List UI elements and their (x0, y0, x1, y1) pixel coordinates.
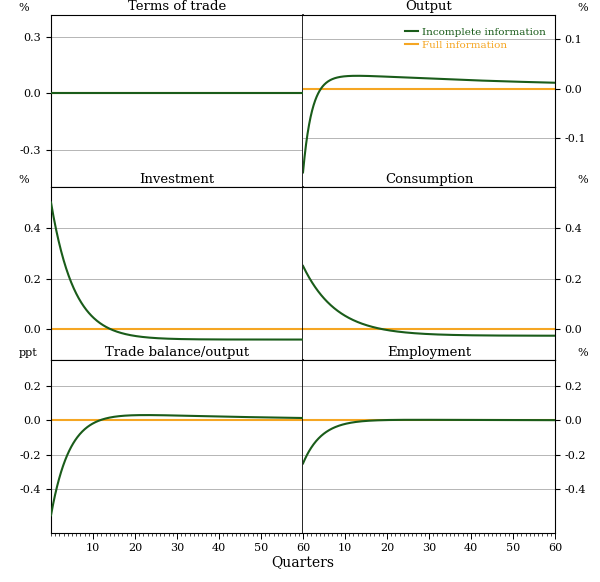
Text: %: % (18, 3, 29, 13)
Text: %: % (18, 176, 29, 186)
Text: %: % (577, 176, 588, 186)
Title: Consumption: Consumption (385, 173, 473, 186)
Title: Trade balance/output: Trade balance/output (105, 346, 249, 359)
Title: Employment: Employment (387, 346, 471, 359)
Title: Investment: Investment (139, 173, 215, 186)
Text: %: % (577, 348, 588, 358)
Text: ppt: ppt (18, 348, 37, 358)
Text: %: % (577, 3, 588, 13)
Text: Quarters: Quarters (271, 555, 335, 569)
Title: Output: Output (406, 1, 452, 13)
Legend: Incomplete information, Full information: Incomplete information, Full information (401, 23, 550, 54)
Title: Terms of trade: Terms of trade (128, 1, 226, 13)
